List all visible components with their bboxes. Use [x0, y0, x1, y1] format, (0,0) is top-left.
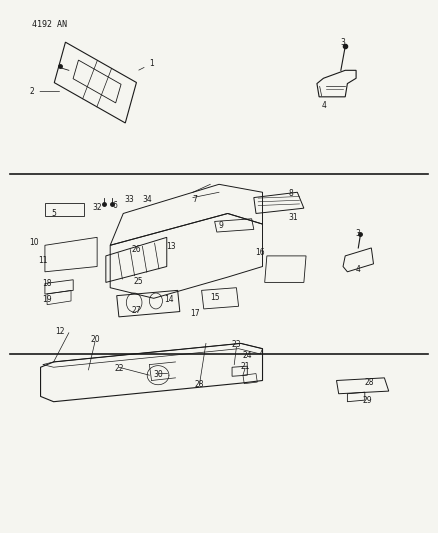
- Text: 10: 10: [29, 238, 39, 247]
- Text: 4: 4: [320, 86, 326, 110]
- Text: 30: 30: [153, 369, 163, 378]
- Text: 17: 17: [190, 309, 200, 318]
- Text: 29: 29: [362, 396, 372, 405]
- Text: 2: 2: [30, 87, 60, 96]
- Text: 15: 15: [210, 293, 219, 302]
- Text: 3: 3: [356, 229, 361, 238]
- Text: 28: 28: [194, 380, 204, 389]
- Text: 11: 11: [38, 256, 47, 265]
- Text: 31: 31: [288, 213, 298, 222]
- Text: 21: 21: [240, 362, 250, 370]
- Text: 7: 7: [193, 195, 198, 204]
- Text: 19: 19: [42, 295, 52, 304]
- Text: 25: 25: [134, 277, 143, 286]
- Text: 20: 20: [90, 335, 100, 344]
- Text: 24: 24: [243, 351, 252, 360]
- Text: 22: 22: [114, 365, 124, 373]
- Text: 6: 6: [112, 201, 117, 210]
- Text: 1: 1: [139, 59, 154, 70]
- Text: 26: 26: [131, 245, 141, 254]
- Text: 34: 34: [142, 195, 152, 204]
- Text: 12: 12: [55, 327, 65, 336]
- Text: 32: 32: [92, 203, 102, 212]
- Text: 16: 16: [255, 248, 265, 257]
- Text: 8: 8: [289, 189, 293, 198]
- Text: 14: 14: [164, 295, 174, 304]
- Text: 9: 9: [219, 221, 224, 230]
- Text: 28: 28: [364, 377, 374, 386]
- Text: 33: 33: [125, 195, 134, 204]
- Text: 23: 23: [232, 341, 241, 350]
- Text: 4: 4: [356, 265, 361, 273]
- Text: 27: 27: [131, 306, 141, 315]
- Text: 5: 5: [51, 209, 56, 218]
- Text: 3: 3: [341, 38, 346, 47]
- Text: 4192 AN: 4192 AN: [32, 20, 67, 29]
- Text: 18: 18: [42, 279, 52, 288]
- Text: 13: 13: [166, 243, 176, 252]
